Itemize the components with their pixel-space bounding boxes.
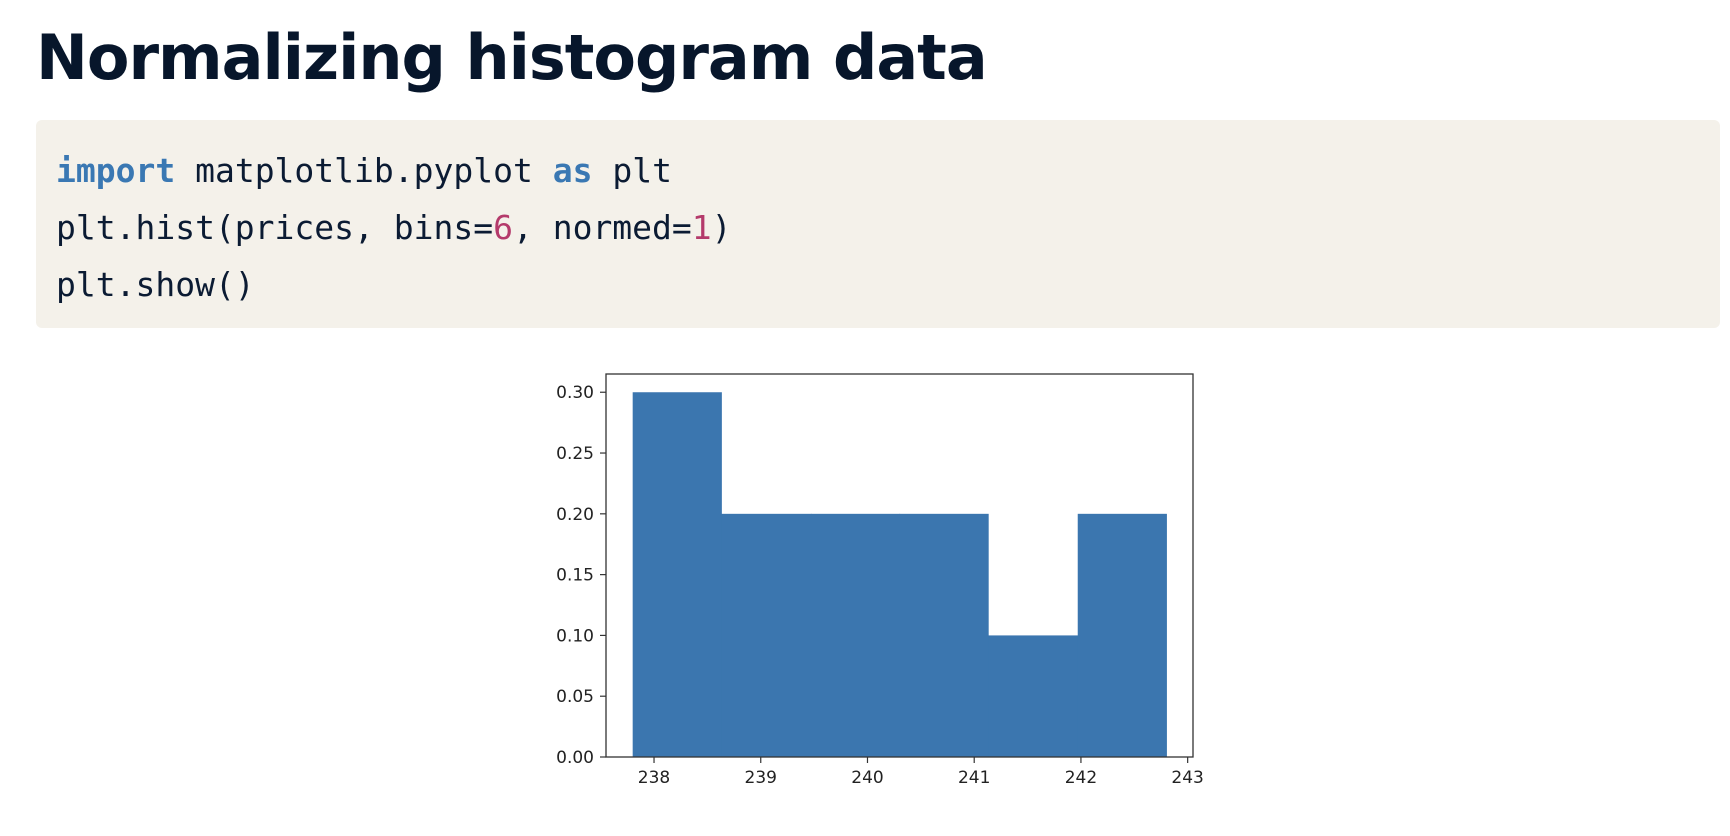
code-keyword: import [56,151,176,190]
x-tick-label: 242 [1065,768,1097,788]
y-tick-label: 0.20 [556,505,594,525]
code-block: import matplotlib.pyplot as plt plt.hist… [36,120,1720,328]
code-text: plt [592,151,672,190]
y-tick-label: 0.05 [556,687,594,707]
code-text: plt.hist(prices, bins= [56,208,494,247]
histogram-chart: 0.00 0.05 0.10 0.15 0.20 0.25 0.30 238 239 240 241… [540,368,1220,798]
x-tick-label: 243 [1171,768,1203,788]
code-number: 6 [493,208,513,247]
code-text: , normed= [512,208,692,247]
plot-frame [605,373,1194,758]
x-tick-label: 241 [958,768,990,788]
code-text: matplotlib.pyplot [175,151,553,190]
y-tick-label: 0.10 [556,626,594,646]
x-tick-label: 239 [745,768,777,788]
histogram-bar-3 [810,513,901,757]
histogram-bar-1 [632,392,722,757]
histogram-bar-6 [1077,513,1167,757]
histogram-bar-2 [721,513,812,757]
code-line-1: import matplotlib.pyplot as plt [56,142,1720,199]
x-tick-label: 240 [851,768,883,788]
y-tick-label: 0.25 [556,444,594,464]
page-title: Normalizing histogram data [36,21,988,94]
y-tick-label: 0.00 [556,748,594,768]
y-tick-label: 0.30 [556,383,594,403]
x-tick-label: 238 [638,768,670,788]
histogram-svg: 0.00 0.05 0.10 0.15 0.20 0.25 0.30 238 239 240 241… [556,373,1204,788]
code-keyword: as [552,151,593,190]
code-line-3: plt.show() [56,256,1720,313]
code-text: ) [711,208,732,247]
histogram-bar-5 [988,635,1079,757]
histogram-bar-4 [899,513,989,757]
code-text: plt.show() [56,265,255,304]
y-tick-label: 0.15 [556,566,594,586]
code-line-2: plt.hist(prices, bins=6, normed=1) [56,199,1720,256]
code-number: 1 [691,208,712,247]
